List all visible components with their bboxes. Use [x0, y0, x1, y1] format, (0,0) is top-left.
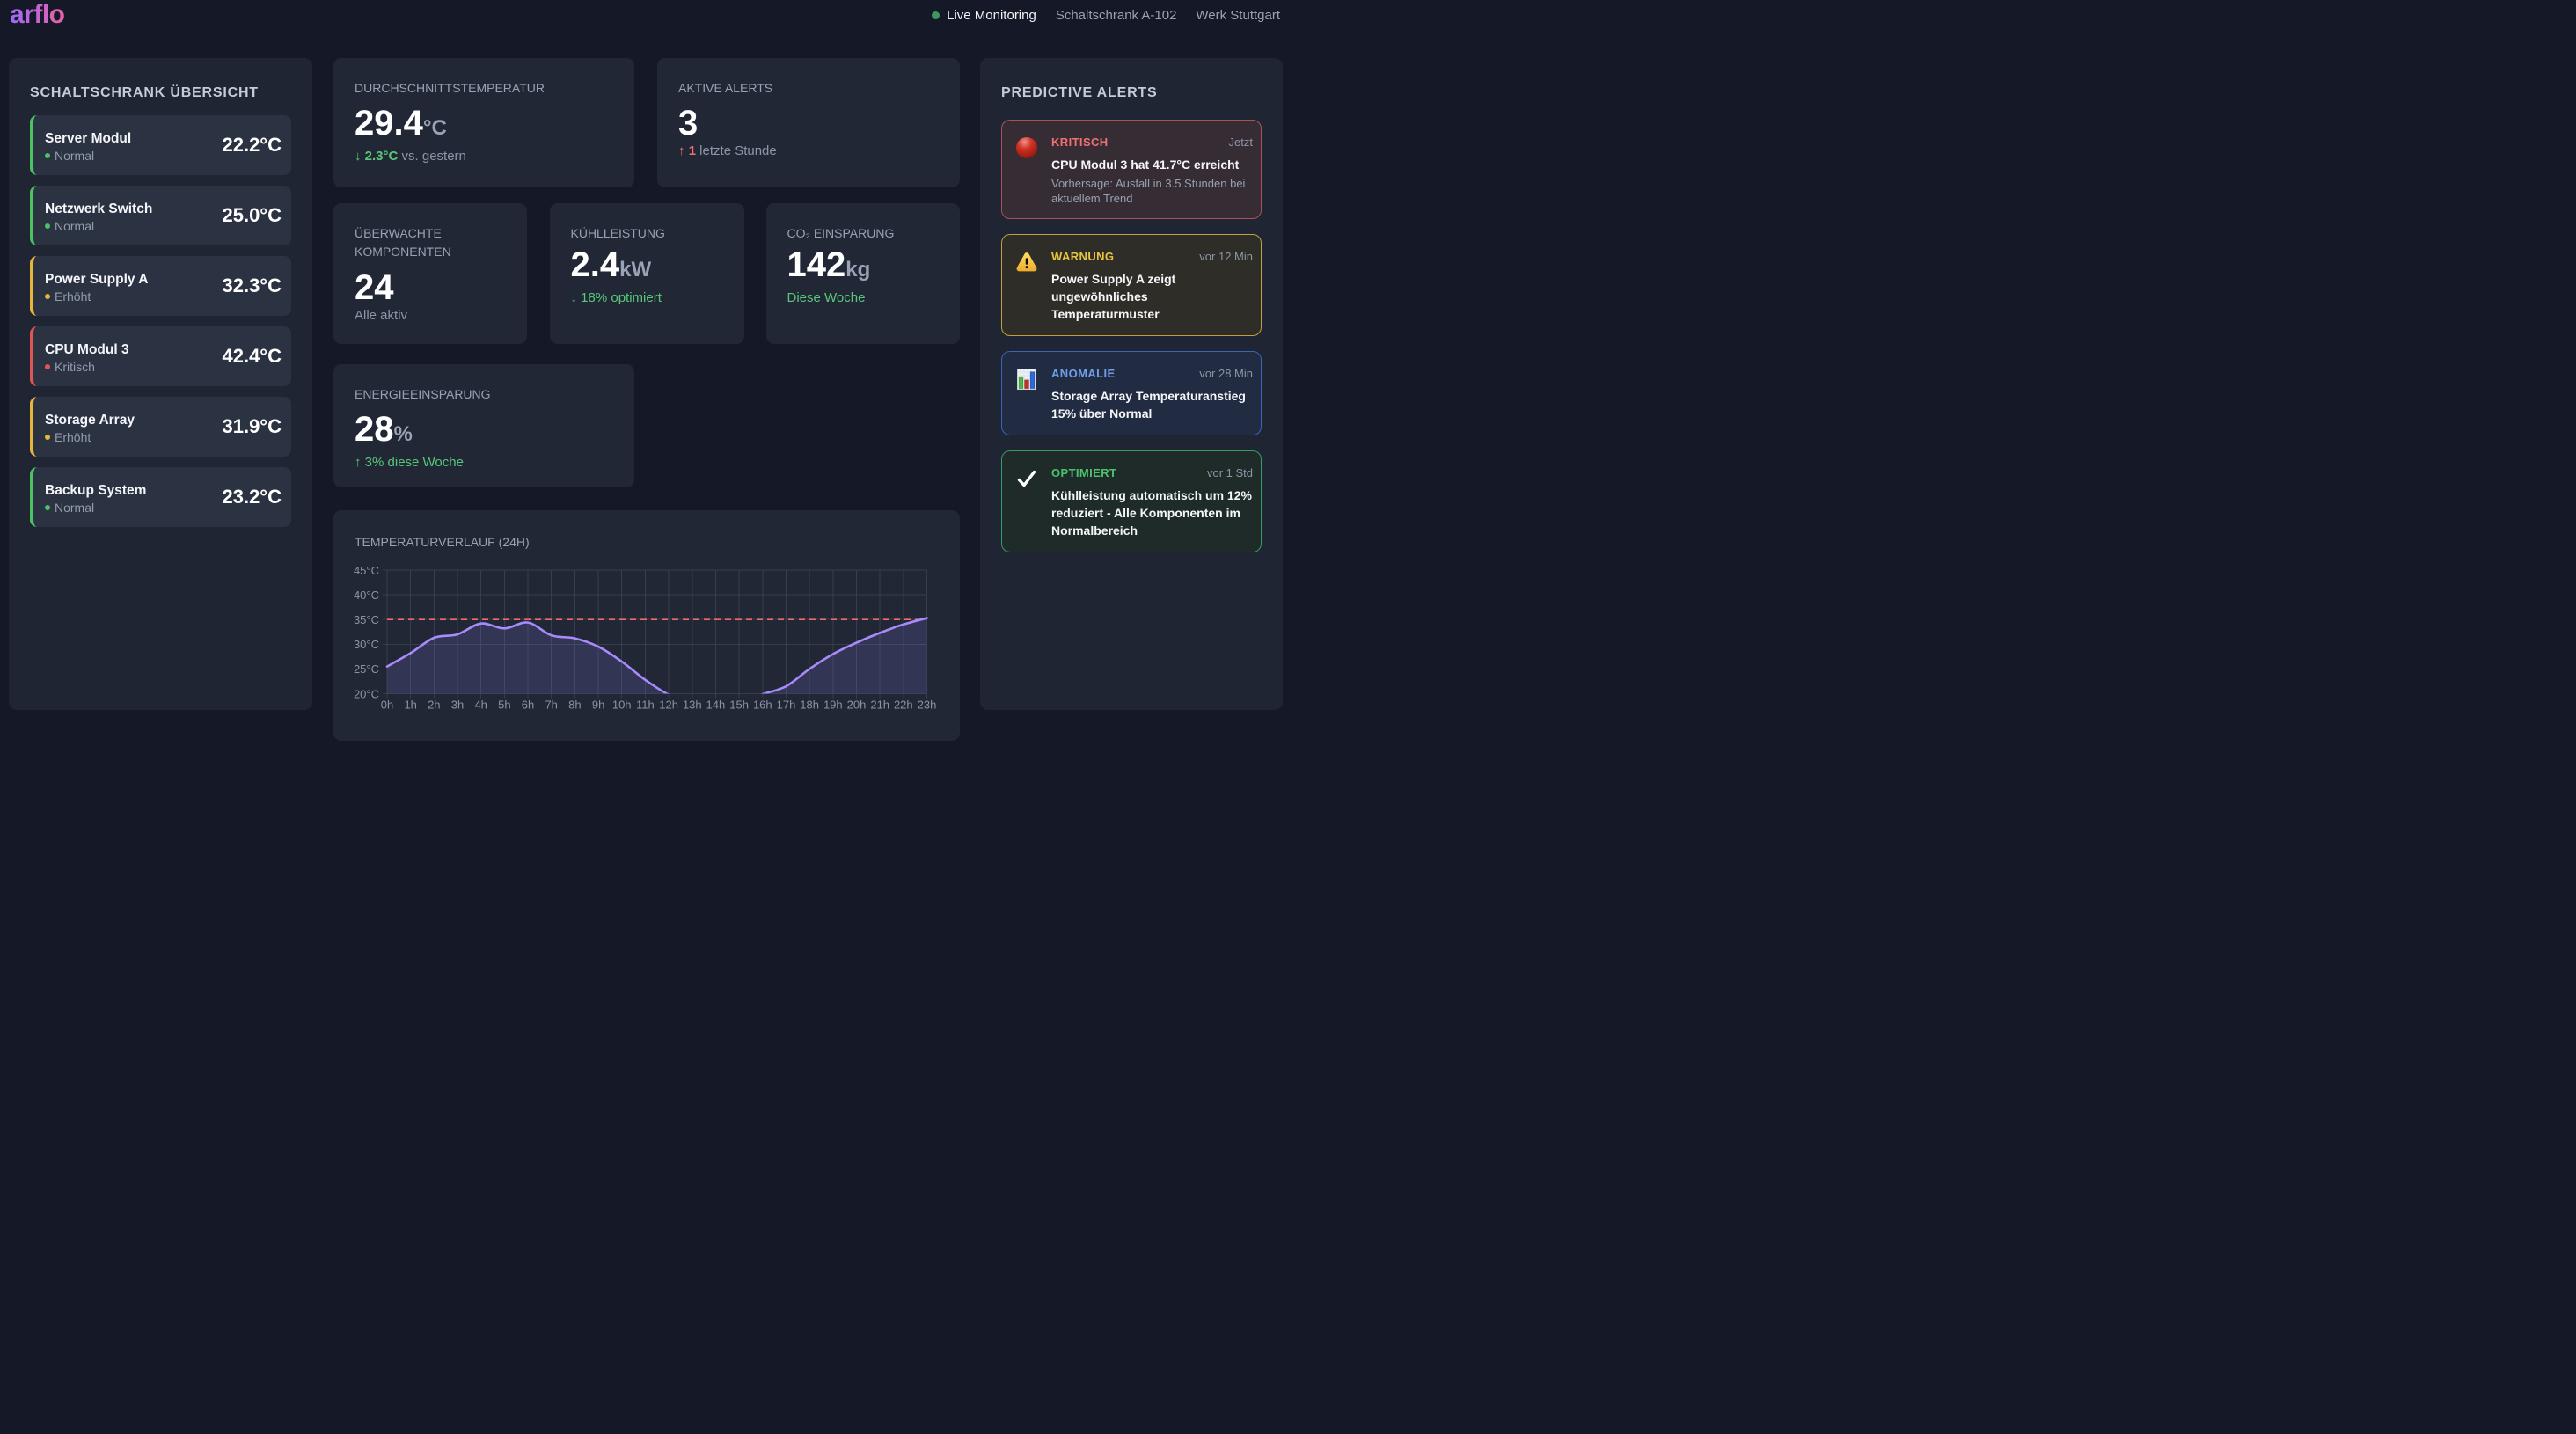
svg-text:15h: 15h [729, 698, 749, 711]
svg-text:14h: 14h [706, 698, 726, 711]
svg-text:22h: 22h [894, 698, 913, 711]
svg-text:10h: 10h [612, 698, 632, 711]
svg-text:25°C: 25°C [354, 662, 379, 676]
svg-text:23h: 23h [918, 698, 937, 711]
svg-text:45°C: 45°C [354, 563, 379, 576]
svg-text:2h: 2h [428, 698, 440, 711]
svg-text:4h: 4h [474, 698, 487, 711]
svg-text:20h: 20h [847, 698, 867, 711]
svg-text:17h: 17h [777, 698, 796, 711]
svg-text:9h: 9h [592, 698, 604, 711]
svg-text:30°C: 30°C [354, 638, 379, 651]
svg-text:19h: 19h [823, 698, 843, 711]
svg-text:7h: 7h [545, 698, 557, 711]
svg-text:6h: 6h [522, 698, 534, 711]
svg-text:21h: 21h [870, 698, 889, 711]
svg-text:13h: 13h [683, 698, 702, 711]
svg-text:35°C: 35°C [354, 613, 379, 626]
svg-text:8h: 8h [568, 698, 581, 711]
svg-text:40°C: 40°C [354, 588, 379, 601]
svg-text:20°C: 20°C [354, 687, 379, 700]
svg-text:0h: 0h [381, 698, 393, 711]
svg-text:18h: 18h [800, 698, 819, 711]
svg-text:1h: 1h [404, 698, 416, 711]
svg-text:3h: 3h [451, 698, 464, 711]
svg-text:5h: 5h [498, 698, 510, 711]
svg-text:16h: 16h [753, 698, 772, 711]
svg-text:12h: 12h [659, 698, 678, 711]
svg-text:11h: 11h [636, 698, 655, 711]
